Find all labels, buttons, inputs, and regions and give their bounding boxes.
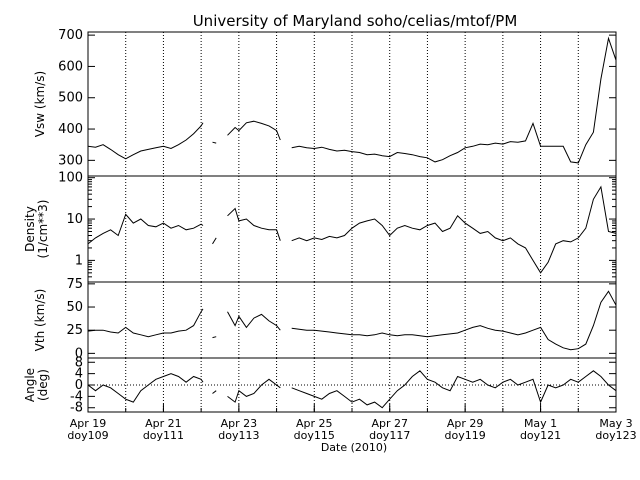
ytick-label-vth: 25 bbox=[66, 323, 83, 338]
ylabel-vsw: Vsw (km/s) bbox=[33, 71, 47, 137]
xtick-doy-label: doy111 bbox=[143, 429, 184, 442]
xtick-date-label: May 3 bbox=[599, 417, 632, 430]
ylabel-density: Density bbox=[23, 206, 37, 252]
series-angle-segment-0 bbox=[87, 373, 204, 403]
xtick-date-label: Apr 19 bbox=[70, 417, 107, 430]
series-vsw-segment-3 bbox=[291, 36, 617, 164]
ytick-label-density: 10 bbox=[66, 212, 83, 227]
series-angle-segment-3 bbox=[291, 370, 617, 409]
series-vth-segment-2 bbox=[227, 311, 281, 331]
ylabel-angle: Angle bbox=[23, 368, 37, 402]
ytick-label-vsw: 300 bbox=[58, 153, 83, 168]
series-vth-segment-1 bbox=[212, 336, 217, 339]
series-density-segment-3 bbox=[291, 185, 617, 274]
ytick-label-angle: -8 bbox=[70, 401, 83, 416]
xtick-doy-label: doy121 bbox=[520, 429, 561, 442]
series-angle-segment-2 bbox=[227, 378, 281, 403]
ytick-label-vth: 0 bbox=[75, 346, 83, 361]
ytick-label-vsw: 400 bbox=[58, 122, 83, 137]
ytick-label-vth: 50 bbox=[66, 300, 83, 315]
series-density-segment-2 bbox=[227, 207, 281, 241]
x-axis-label: Date (2010) bbox=[321, 441, 387, 454]
panel-density: 1 10 100 Density (1/cm**3) bbox=[23, 171, 617, 283]
series-vth-segment-0 bbox=[87, 308, 204, 338]
series-density-segment-0 bbox=[87, 213, 204, 245]
panel-frame-vth bbox=[87, 281, 617, 359]
series-density-segment-1 bbox=[212, 237, 217, 245]
chart-title: University of Maryland soho/celias/mtof/… bbox=[193, 12, 518, 30]
ylabel-angle: (deg) bbox=[36, 369, 50, 401]
series-vsw-segment-1 bbox=[212, 141, 217, 144]
ytick-label-vsw: 700 bbox=[58, 28, 83, 43]
ylabel-density: (1/cm**3) bbox=[36, 200, 50, 259]
panel-vth: 0 25 50 75 Vth (km/s) bbox=[33, 277, 617, 361]
xtick-doy-label: doy123 bbox=[595, 429, 636, 442]
ytick-label-density: 100 bbox=[58, 171, 83, 186]
series-vsw-segment-0 bbox=[87, 122, 204, 160]
panel-vsw: 300 400 500 600 700 Vsw (km/s) bbox=[33, 28, 617, 177]
series-vth-segment-3 bbox=[291, 290, 617, 351]
series-angle-segment-1 bbox=[212, 390, 217, 394]
ytick-label-angle: -4 bbox=[70, 389, 83, 404]
xtick-date-label: Apr 27 bbox=[371, 417, 408, 430]
ytick-label-density: 1 bbox=[75, 253, 83, 268]
xtick-date-label: Apr 23 bbox=[221, 417, 258, 430]
xtick-date-label: May 1 bbox=[524, 417, 557, 430]
xtick-doy-label: doy117 bbox=[369, 429, 410, 442]
ytick-label-angle: 4 bbox=[75, 367, 83, 382]
xtick-date-label: Apr 21 bbox=[145, 417, 182, 430]
xtick-doy-label: doy113 bbox=[218, 429, 259, 442]
xtick-doy-label: doy119 bbox=[445, 429, 486, 442]
ytick-label-vsw: 600 bbox=[58, 59, 83, 74]
ytick-label-vth: 75 bbox=[66, 277, 83, 292]
ylabel-vth: Vth (km/s) bbox=[33, 289, 47, 352]
ytick-label-angle: 8 bbox=[75, 355, 83, 370]
ytick-label-angle: 0 bbox=[75, 378, 83, 393]
xtick-date-label: Apr 25 bbox=[296, 417, 333, 430]
xtick-doy-label: doy109 bbox=[67, 429, 108, 442]
ytick-label-vsw: 500 bbox=[58, 91, 83, 106]
xtick-date-label: Apr 29 bbox=[447, 417, 484, 430]
series-vsw-segment-2 bbox=[227, 120, 281, 141]
xtick-doy-label: doy115 bbox=[294, 429, 335, 442]
